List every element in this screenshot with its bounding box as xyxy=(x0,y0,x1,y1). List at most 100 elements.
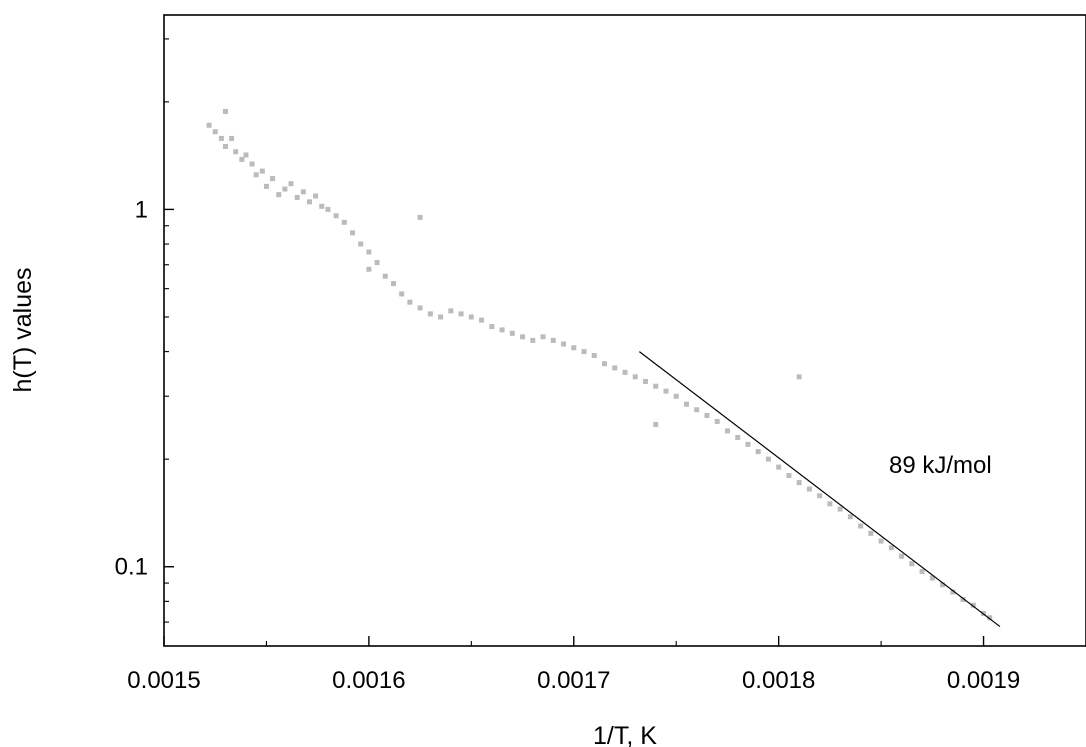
data-point xyxy=(735,434,741,440)
data-point xyxy=(222,108,228,114)
data-point xyxy=(612,365,618,371)
data-point xyxy=(950,589,956,595)
data-point xyxy=(755,449,761,455)
data-point xyxy=(448,308,454,314)
y-axis-label: h(T) values xyxy=(9,267,37,392)
data-point xyxy=(878,538,884,544)
data-point xyxy=(929,575,935,581)
data-point xyxy=(806,486,812,492)
data-point xyxy=(300,189,306,195)
data-point xyxy=(827,501,833,507)
data-point xyxy=(561,341,567,347)
x-axis-ticks: 0.0015 0.0016 0.0017 0.0018 0.0019 xyxy=(127,636,1020,694)
data-point xyxy=(550,337,556,343)
data-point xyxy=(382,273,388,279)
data-point xyxy=(919,568,925,574)
data-point xyxy=(540,334,546,340)
data-point xyxy=(888,545,894,551)
x-tick-label: 0.0016 xyxy=(332,667,405,694)
data-point xyxy=(366,266,372,272)
data-point xyxy=(417,214,423,220)
x-tick-label: 0.0017 xyxy=(537,667,610,694)
data-point xyxy=(438,314,444,320)
data-point xyxy=(282,186,288,192)
y-axis-ticks: 0.11 xyxy=(115,38,174,623)
data-point xyxy=(745,441,751,447)
data-point xyxy=(358,241,364,247)
data-point xyxy=(858,523,864,529)
data-point xyxy=(239,156,245,162)
data-point xyxy=(206,122,212,128)
data-point xyxy=(796,374,802,380)
data-point xyxy=(341,219,347,225)
data-point xyxy=(263,183,269,189)
data-point xyxy=(663,388,669,394)
data-point xyxy=(259,168,265,174)
data-point xyxy=(987,615,993,621)
x-axis-label: 1/T, K xyxy=(593,722,657,747)
data-point xyxy=(796,480,802,486)
data-point xyxy=(253,172,259,178)
data-point xyxy=(765,456,771,462)
data-point xyxy=(319,203,325,209)
data-point xyxy=(632,374,638,380)
data-point xyxy=(374,260,380,266)
plot-layer xyxy=(206,108,1001,628)
data-point xyxy=(673,393,679,399)
data-point xyxy=(940,582,946,588)
data-point xyxy=(390,281,396,287)
data-point xyxy=(520,334,526,340)
data-point xyxy=(970,602,976,608)
data-point xyxy=(653,422,659,428)
fit-annotation: 89 kJ/mol xyxy=(889,452,992,479)
data-point xyxy=(218,135,224,141)
data-point xyxy=(489,324,495,330)
data-point xyxy=(642,378,648,384)
data-point xyxy=(622,369,628,375)
data-point xyxy=(868,530,874,536)
data-point xyxy=(683,401,689,407)
data-point xyxy=(694,407,700,413)
data-point xyxy=(468,314,474,320)
data-point xyxy=(249,161,255,167)
data-point xyxy=(243,152,249,158)
data-point xyxy=(591,353,597,359)
data-point xyxy=(960,596,966,602)
x-tick-label: 0.0019 xyxy=(947,667,1020,694)
y-tick-label: 1 xyxy=(135,196,148,223)
data-point xyxy=(222,143,228,149)
data-point xyxy=(229,135,235,141)
fit-line xyxy=(638,351,1001,628)
data-point xyxy=(571,345,577,351)
data-point xyxy=(325,206,331,212)
data-point xyxy=(270,176,276,182)
data-point xyxy=(294,194,300,200)
data-point xyxy=(776,464,782,470)
x-tick-label: 0.0018 xyxy=(742,667,815,694)
data-point xyxy=(333,213,339,219)
data-point xyxy=(530,337,536,343)
data-point xyxy=(837,506,843,512)
data-point xyxy=(427,311,433,317)
data-point xyxy=(581,349,587,355)
data-point xyxy=(407,299,413,305)
data-point xyxy=(212,129,218,135)
data-point xyxy=(306,199,312,205)
data-point xyxy=(417,305,423,311)
data-point xyxy=(288,181,294,187)
data-point xyxy=(276,192,282,198)
y-tick-label: 0.1 xyxy=(115,554,148,581)
data-point xyxy=(313,193,319,199)
data-point xyxy=(366,249,372,255)
data-point xyxy=(509,330,515,336)
data-point xyxy=(602,361,608,367)
data-point xyxy=(499,327,505,333)
data-point xyxy=(909,561,915,567)
data-point xyxy=(399,291,405,297)
data-point xyxy=(786,473,792,479)
data-point xyxy=(349,230,355,236)
data-point xyxy=(458,311,464,317)
x-tick-label: 0.0015 xyxy=(127,667,200,694)
